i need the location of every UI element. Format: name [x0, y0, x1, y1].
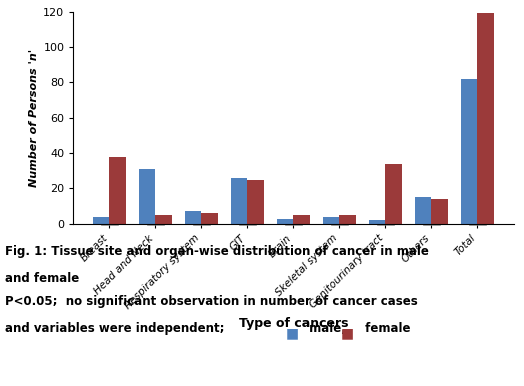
- Bar: [247, 179, 264, 224]
- Bar: [185, 212, 201, 224]
- Text: ■: ■: [286, 326, 299, 340]
- Text: ■: ■: [341, 326, 354, 340]
- Bar: [156, 215, 171, 224]
- Text: and female: and female: [5, 272, 80, 285]
- Bar: [139, 169, 156, 224]
- Bar: [277, 218, 293, 224]
- Bar: [386, 164, 401, 224]
- Bar: [340, 215, 355, 224]
- Bar: [477, 14, 494, 224]
- Y-axis label: Number of Persons 'n': Number of Persons 'n': [29, 49, 39, 187]
- Text: P<0.05;  no significant observation in number of cancer cases: P<0.05; no significant observation in nu…: [5, 295, 418, 308]
- X-axis label: Type of cancers: Type of cancers: [239, 317, 348, 330]
- Bar: [431, 199, 447, 224]
- Text: Fig. 1: Tissue site and organ-wise distribution of cancer in male: Fig. 1: Tissue site and organ-wise distr…: [5, 245, 429, 258]
- Text: and variables were independent;: and variables were independent;: [5, 322, 225, 335]
- Bar: [461, 79, 477, 224]
- Bar: [201, 213, 217, 224]
- Bar: [232, 178, 247, 224]
- Bar: [369, 220, 386, 224]
- Bar: [293, 215, 310, 224]
- Bar: [416, 197, 431, 224]
- Text: male,: male,: [305, 322, 346, 335]
- Bar: [93, 217, 110, 224]
- Bar: [323, 217, 340, 224]
- Text: female: female: [361, 322, 410, 335]
- Bar: [110, 157, 126, 224]
